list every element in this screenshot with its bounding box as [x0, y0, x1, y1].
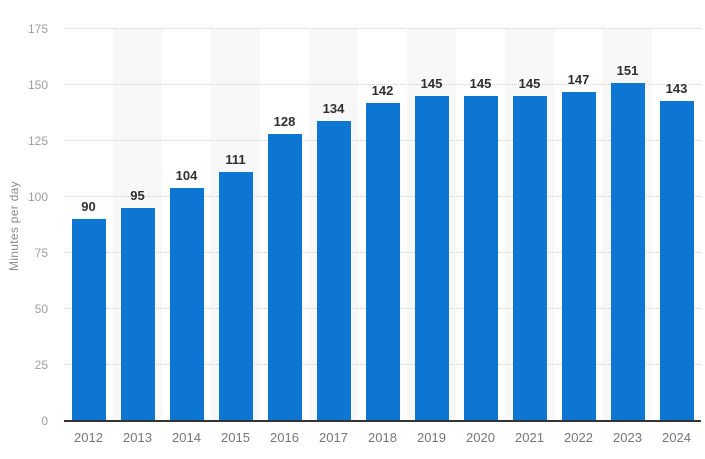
y-tick-0: 0	[41, 414, 48, 428]
y-tick-75: 75	[34, 246, 48, 260]
x-tick-2015: 2015	[221, 430, 250, 445]
bar-2012[interactable]	[71, 219, 106, 421]
plot-area: 90 95 104 111 128 134 142 145 145 145 147 151 143	[64, 28, 701, 421]
bar-value-label-2022: 147	[567, 71, 590, 87]
x-tick-2024: 2024	[662, 430, 691, 445]
x-tick-2014: 2014	[172, 430, 201, 445]
bar-value-label-2020: 145	[469, 76, 492, 92]
bar-value-label-2019: 145	[420, 76, 443, 92]
y-tick-100: 100	[27, 190, 48, 204]
bar-2014[interactable]	[169, 188, 204, 421]
x-tick-2018: 2018	[368, 430, 397, 445]
bar-value-label-2023: 151	[616, 62, 639, 78]
bar-value-label-2012: 90	[81, 199, 96, 215]
y-tick-150: 150	[27, 78, 48, 92]
gridline-175	[64, 28, 701, 29]
x-tick-2020: 2020	[466, 430, 495, 445]
x-axis-line	[64, 420, 701, 422]
y-tick-50: 50	[34, 302, 48, 316]
x-tick-2013: 2013	[123, 430, 152, 445]
bar-value-label-2016: 128	[273, 114, 296, 130]
bar-2024[interactable]	[659, 100, 694, 421]
bar-value-label-2018: 142	[371, 82, 394, 98]
bar-2019[interactable]	[414, 96, 449, 421]
x-tick-2023: 2023	[613, 430, 642, 445]
bar-2023[interactable]	[610, 82, 645, 421]
bar-2022[interactable]	[561, 91, 596, 421]
x-tick-2012: 2012	[74, 430, 103, 445]
bar-value-label-2015: 111	[225, 152, 246, 168]
bar-2018[interactable]	[365, 102, 400, 421]
bar-2016[interactable]	[267, 134, 302, 421]
bar-2015[interactable]	[218, 172, 253, 421]
gridline-150	[64, 84, 701, 85]
bar-2017[interactable]	[316, 120, 351, 421]
x-tick-2019: 2019	[417, 430, 446, 445]
bar-value-label-2014: 104	[175, 168, 198, 184]
bar-2020[interactable]	[463, 96, 498, 421]
y-tick-175: 175	[27, 22, 48, 36]
x-tick-2021: 2021	[515, 430, 544, 445]
bar-value-label-2021: 145	[518, 76, 541, 92]
x-tick-2017: 2017	[319, 430, 348, 445]
x-tick-2016: 2016	[270, 430, 299, 445]
bar-value-label-2017: 134	[322, 100, 345, 116]
x-tick-2022: 2022	[564, 430, 593, 445]
bar-value-label-2024: 143	[665, 80, 688, 96]
y-axis-title: Minutes per day	[7, 181, 21, 271]
y-tick-25: 25	[34, 358, 48, 372]
bar-2013[interactable]	[120, 208, 155, 421]
y-tick-125: 125	[27, 134, 48, 148]
bar-2021[interactable]	[512, 96, 547, 421]
bar-value-label-2013: 95	[130, 188, 145, 204]
